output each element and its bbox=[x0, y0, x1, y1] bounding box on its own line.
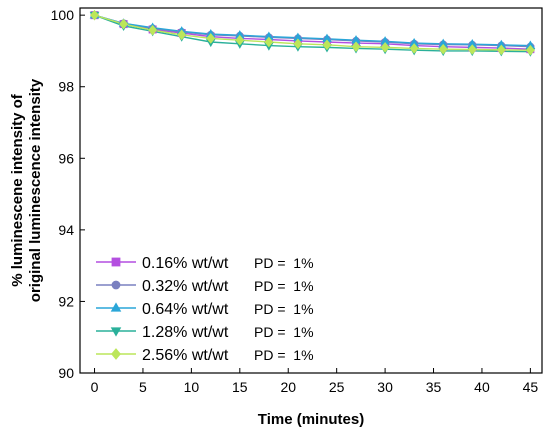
legend: 0.16% wt/wt PD = 1% 0.32% wt/wt PD = 1% 0.64… bbox=[96, 255, 314, 364]
legend-label-1: 0.16% wt/wt bbox=[142, 255, 229, 272]
y-tick-label: 100 bbox=[51, 7, 75, 23]
series-markers bbox=[89, 9, 536, 57]
legend-note-4: PD = 1% bbox=[254, 324, 314, 340]
legend-marker-1 bbox=[111, 257, 121, 267]
data-point bbox=[380, 42, 390, 53]
y-tick-label: 98 bbox=[58, 79, 74, 95]
legend-marker-3 bbox=[110, 302, 122, 312]
data-point bbox=[177, 29, 187, 41]
data-point bbox=[322, 39, 332, 51]
series-line-2 bbox=[94, 14, 531, 48]
legend-note-2: PD = 1% bbox=[254, 278, 314, 294]
plot-frame bbox=[79, 7, 543, 374]
series-lines bbox=[94, 14, 531, 53]
legend-marker-5 bbox=[111, 348, 121, 360]
series-line-4 bbox=[94, 14, 531, 53]
y-tick-label: 94 bbox=[58, 222, 74, 238]
legend-marker-4 bbox=[110, 327, 122, 337]
legend-marker-2 bbox=[111, 280, 121, 290]
legend-note-1: PD = 1% bbox=[254, 255, 314, 271]
x-tick-label: 30 bbox=[377, 379, 393, 395]
x-tick-label: 20 bbox=[280, 379, 296, 395]
y-axis-title-line-1: % luminescene intensity of bbox=[9, 93, 26, 287]
x-tick-label: 35 bbox=[426, 379, 442, 395]
x-tick-label: 5 bbox=[139, 379, 147, 395]
data-point bbox=[206, 33, 216, 44]
data-point bbox=[264, 36, 274, 48]
legend-label-3: 0.64% wt/wt bbox=[142, 301, 229, 318]
series-line-1 bbox=[94, 14, 531, 50]
data-point bbox=[235, 34, 245, 46]
data-point bbox=[351, 41, 361, 52]
data-point bbox=[467, 44, 477, 55]
x-axis-ticks: 0 5 10 15 20 25 30 35 40 45 bbox=[91, 368, 539, 395]
y-tick-label: 92 bbox=[58, 293, 74, 309]
legend-note-5: PD = 1% bbox=[254, 347, 314, 363]
x-tick-label: 45 bbox=[523, 379, 539, 395]
legend-label-2: 0.32% wt/wt bbox=[142, 278, 229, 295]
data-point bbox=[496, 44, 506, 56]
x-tick-label: 15 bbox=[232, 379, 248, 395]
data-point bbox=[148, 24, 158, 36]
data-point bbox=[525, 44, 535, 56]
data-point bbox=[119, 18, 129, 30]
x-tick-label: 0 bbox=[91, 379, 99, 395]
y-tick-label: 96 bbox=[58, 150, 74, 166]
data-point bbox=[90, 9, 100, 21]
data-point bbox=[438, 43, 448, 55]
y-tick-label: 90 bbox=[58, 365, 74, 381]
y-axis-ticks: 90 92 94 96 98 100 bbox=[51, 7, 85, 381]
x-tick-label: 25 bbox=[329, 379, 345, 395]
data-point bbox=[409, 43, 419, 54]
x-tick-label: 10 bbox=[184, 379, 200, 395]
legend-note-3: PD = 1% bbox=[254, 301, 314, 317]
legend-label-5: 2.56% wt/wt bbox=[142, 347, 229, 364]
data-point bbox=[293, 38, 303, 50]
y-axis-title-line-2: original luminescence intensity bbox=[27, 78, 44, 302]
x-axis-title: Time (minutes) bbox=[258, 411, 364, 428]
series-line-5 bbox=[94, 14, 531, 51]
legend-label-4: 1.28% wt/wt bbox=[142, 324, 229, 341]
series-line-3 bbox=[94, 14, 531, 47]
x-tick-label: 40 bbox=[474, 379, 490, 395]
